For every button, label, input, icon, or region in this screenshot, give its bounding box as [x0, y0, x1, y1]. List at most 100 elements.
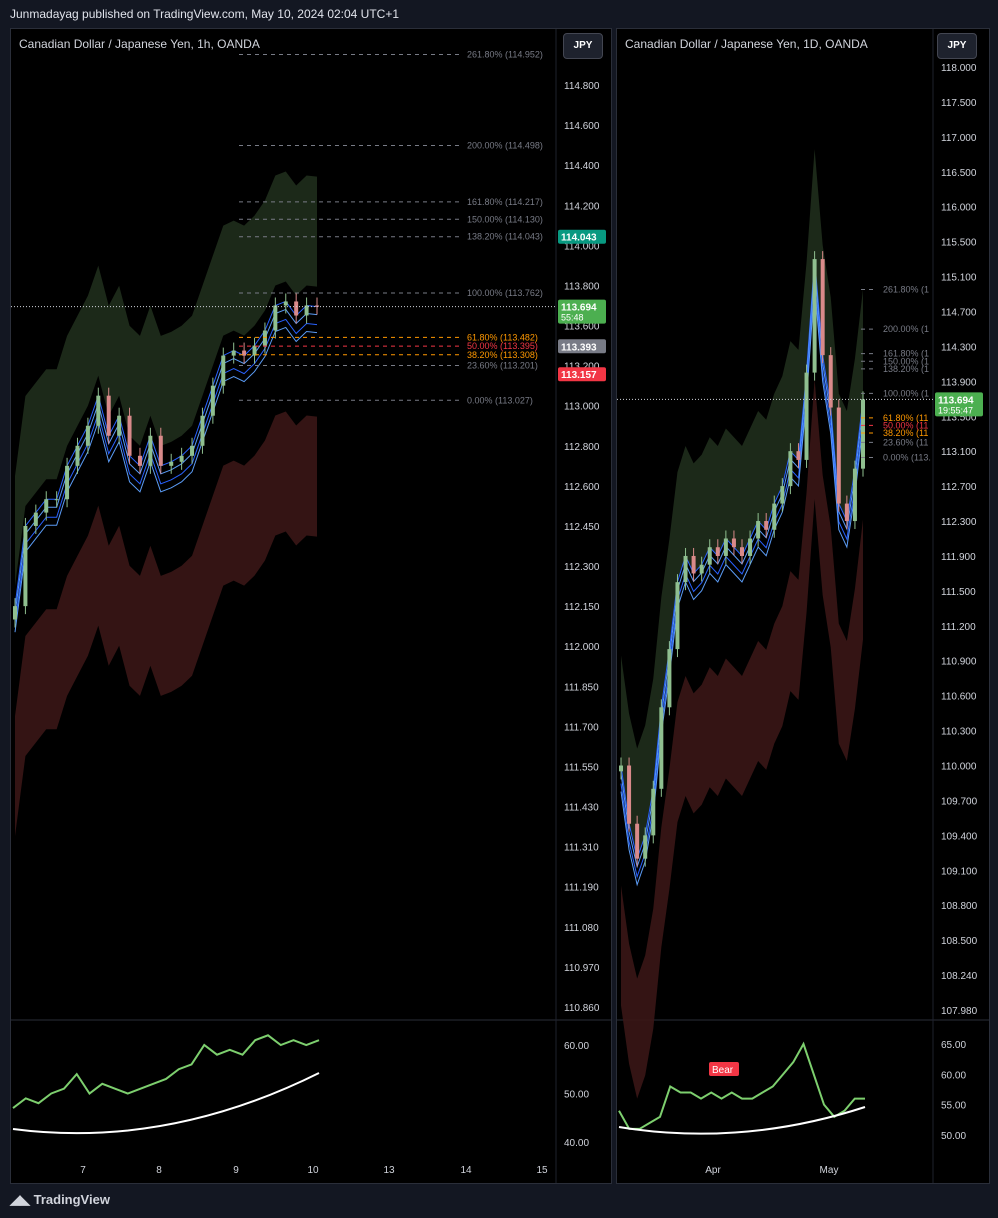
right-chart-svg[interactable]: 118.000 117.500 117.000 116.500 116.000 115.5… — [617, 29, 989, 1183]
price-label: 113.694 — [938, 395, 974, 406]
x-tick-label: 13 — [383, 1165, 395, 1176]
y-tick-label: 110.900 — [941, 657, 977, 668]
y-tick-label: 113.000 — [564, 402, 600, 413]
fib-level-label: 150.00% (1 — [883, 356, 929, 366]
candle-body — [772, 503, 777, 530]
fib-level-label: 200.00% (114.498) — [467, 141, 543, 151]
y-tick-label: 114.800 — [564, 81, 600, 92]
rsi-y-tick: 60.00 — [564, 1041, 589, 1052]
bear-label-box — [709, 1062, 739, 1076]
fib-level-label: 150.00% (114.130) — [467, 214, 543, 224]
candle-body — [788, 451, 793, 487]
y-tick-label: 108.800 — [941, 901, 978, 912]
y-tick-label: 108.240 — [941, 971, 978, 982]
fib-level-label: 161.80% (114.217) — [467, 197, 543, 207]
y-tick-label: 114.700 — [941, 307, 977, 318]
y-tick-label: 112.150 — [564, 602, 600, 613]
y-tick-label: 113.900 — [941, 377, 977, 388]
y-tick-label: 111.550 — [564, 762, 599, 773]
rsi-ma-line — [12, 1072, 320, 1135]
candle-body — [200, 415, 205, 446]
y-tick-label: 112.300 — [941, 517, 977, 528]
candle-body — [659, 707, 664, 789]
right-chart-title: Canadian Dollar / Japanese Yen, 1D, OAND… — [625, 37, 868, 51]
x-tick-label: 7 — [80, 1165, 86, 1176]
fib-level-label: 100.00% (1 — [883, 388, 929, 398]
rsi-line — [12, 1034, 320, 1109]
footer-bar — [0, 1184, 998, 1218]
y-tick-label: 109.700 — [941, 796, 978, 807]
y-tick-label: 113.800 — [564, 281, 600, 292]
fib-level-label: 61.80% (113.482) — [467, 332, 538, 342]
candle-body — [117, 415, 122, 436]
x-tick-label: 8 — [156, 1165, 162, 1176]
left-chart-panel[interactable]: Canadian Dollar / Japanese Yen, 1h, OAND… — [10, 28, 612, 1184]
left-currency-button[interactable]: JPY — [563, 33, 603, 59]
y-tick-label: 110.860 — [564, 1003, 600, 1014]
fib-level-label: 138.20% (1 — [883, 364, 929, 374]
fib-level-label: 161.80% (1 — [883, 349, 929, 359]
x-tick-label: May — [820, 1165, 839, 1176]
y-tick-label: 108.500 — [941, 936, 978, 947]
y-tick-label: 111.850 — [564, 682, 599, 693]
candle-body — [691, 555, 696, 574]
candle-body — [844, 503, 849, 522]
x-tick-label: 10 — [307, 1165, 319, 1176]
price-label-countdown: 55:48 — [561, 313, 584, 323]
y-tick-label: 114.000 — [564, 241, 600, 252]
fib-level-label: 261.80% (1 — [883, 284, 929, 294]
candle-body — [315, 305, 319, 307]
y-tick-label: 116.000 — [941, 203, 977, 214]
candle-body — [54, 499, 59, 501]
candle-body — [707, 547, 712, 565]
right-currency-button[interactable]: JPY — [937, 33, 977, 59]
y-tick-label: 113.500 — [941, 412, 977, 423]
candle-body — [190, 445, 195, 456]
left-chart-svg[interactable]: 114.800 114.600 114.400 114.200 114.000 113.8… — [11, 29, 611, 1183]
rsi-y-tick: 50.00 — [941, 1131, 966, 1142]
brand-text: TradingView — [33, 1192, 110, 1207]
y-tick-label: 113.100 — [941, 447, 977, 458]
candle-body — [780, 486, 785, 504]
candle-body — [158, 435, 163, 466]
rsi-line — [618, 1041, 865, 1130]
y-tick-label: 113.600 — [564, 322, 600, 333]
candle-body — [852, 468, 857, 522]
fib-level-label: 138.20% (114.043) — [467, 232, 543, 242]
candle-body — [231, 350, 236, 356]
candle-body — [764, 521, 769, 530]
rsi-y-tick: 40.00 — [564, 1138, 589, 1149]
fib-level-label: 0.00% (113. — [883, 453, 931, 463]
y-tick-label: 111.700 — [564, 722, 599, 733]
y-tick-label: 111.900 — [941, 552, 976, 563]
y-tick-label: 115.100 — [941, 273, 977, 284]
x-tick-label: 15 — [536, 1165, 548, 1176]
fib-level-label: 23.60% (11 — [883, 437, 928, 447]
y-tick-label: 112.450 — [564, 522, 600, 533]
green-cloud — [621, 149, 863, 859]
price-label: 113.694 — [561, 303, 597, 314]
y-tick-label: 111.310 — [564, 843, 599, 854]
candle-body — [304, 305, 309, 316]
rsi-y-tick: 50.00 — [564, 1090, 589, 1101]
y-tick-label: 111.500 — [941, 587, 976, 598]
candle-body — [283, 301, 288, 306]
candle-body — [740, 547, 744, 556]
y-tick-label: 109.400 — [941, 831, 978, 842]
candle-body — [675, 582, 680, 650]
logo-icon: ◢◣ — [10, 1192, 34, 1207]
right-chart-panel[interactable]: Canadian Dollar / Japanese Yen, 1D, OAND… — [616, 28, 990, 1184]
y-tick-label: 113.200 — [564, 362, 600, 373]
rsi-y-tick: 60.00 — [941, 1070, 966, 1081]
left-chart-title: Canadian Dollar / Japanese Yen, 1h, OAND… — [19, 37, 260, 51]
fib-level-label: 61.80% (11 — [883, 413, 928, 423]
price-label-box — [558, 339, 606, 354]
candle-body — [619, 765, 623, 772]
fib-level-label: 200.00% (1 — [883, 324, 929, 334]
candle-body — [13, 606, 17, 620]
price-label: 113.393 — [561, 342, 597, 353]
green-cloud — [15, 171, 317, 587]
tradingview-logo[interactable]: ◢◣ TradingView — [10, 1192, 110, 1208]
x-tick-label: 14 — [460, 1165, 472, 1176]
fib-level-label: 100.00% (113.762) — [467, 288, 543, 298]
